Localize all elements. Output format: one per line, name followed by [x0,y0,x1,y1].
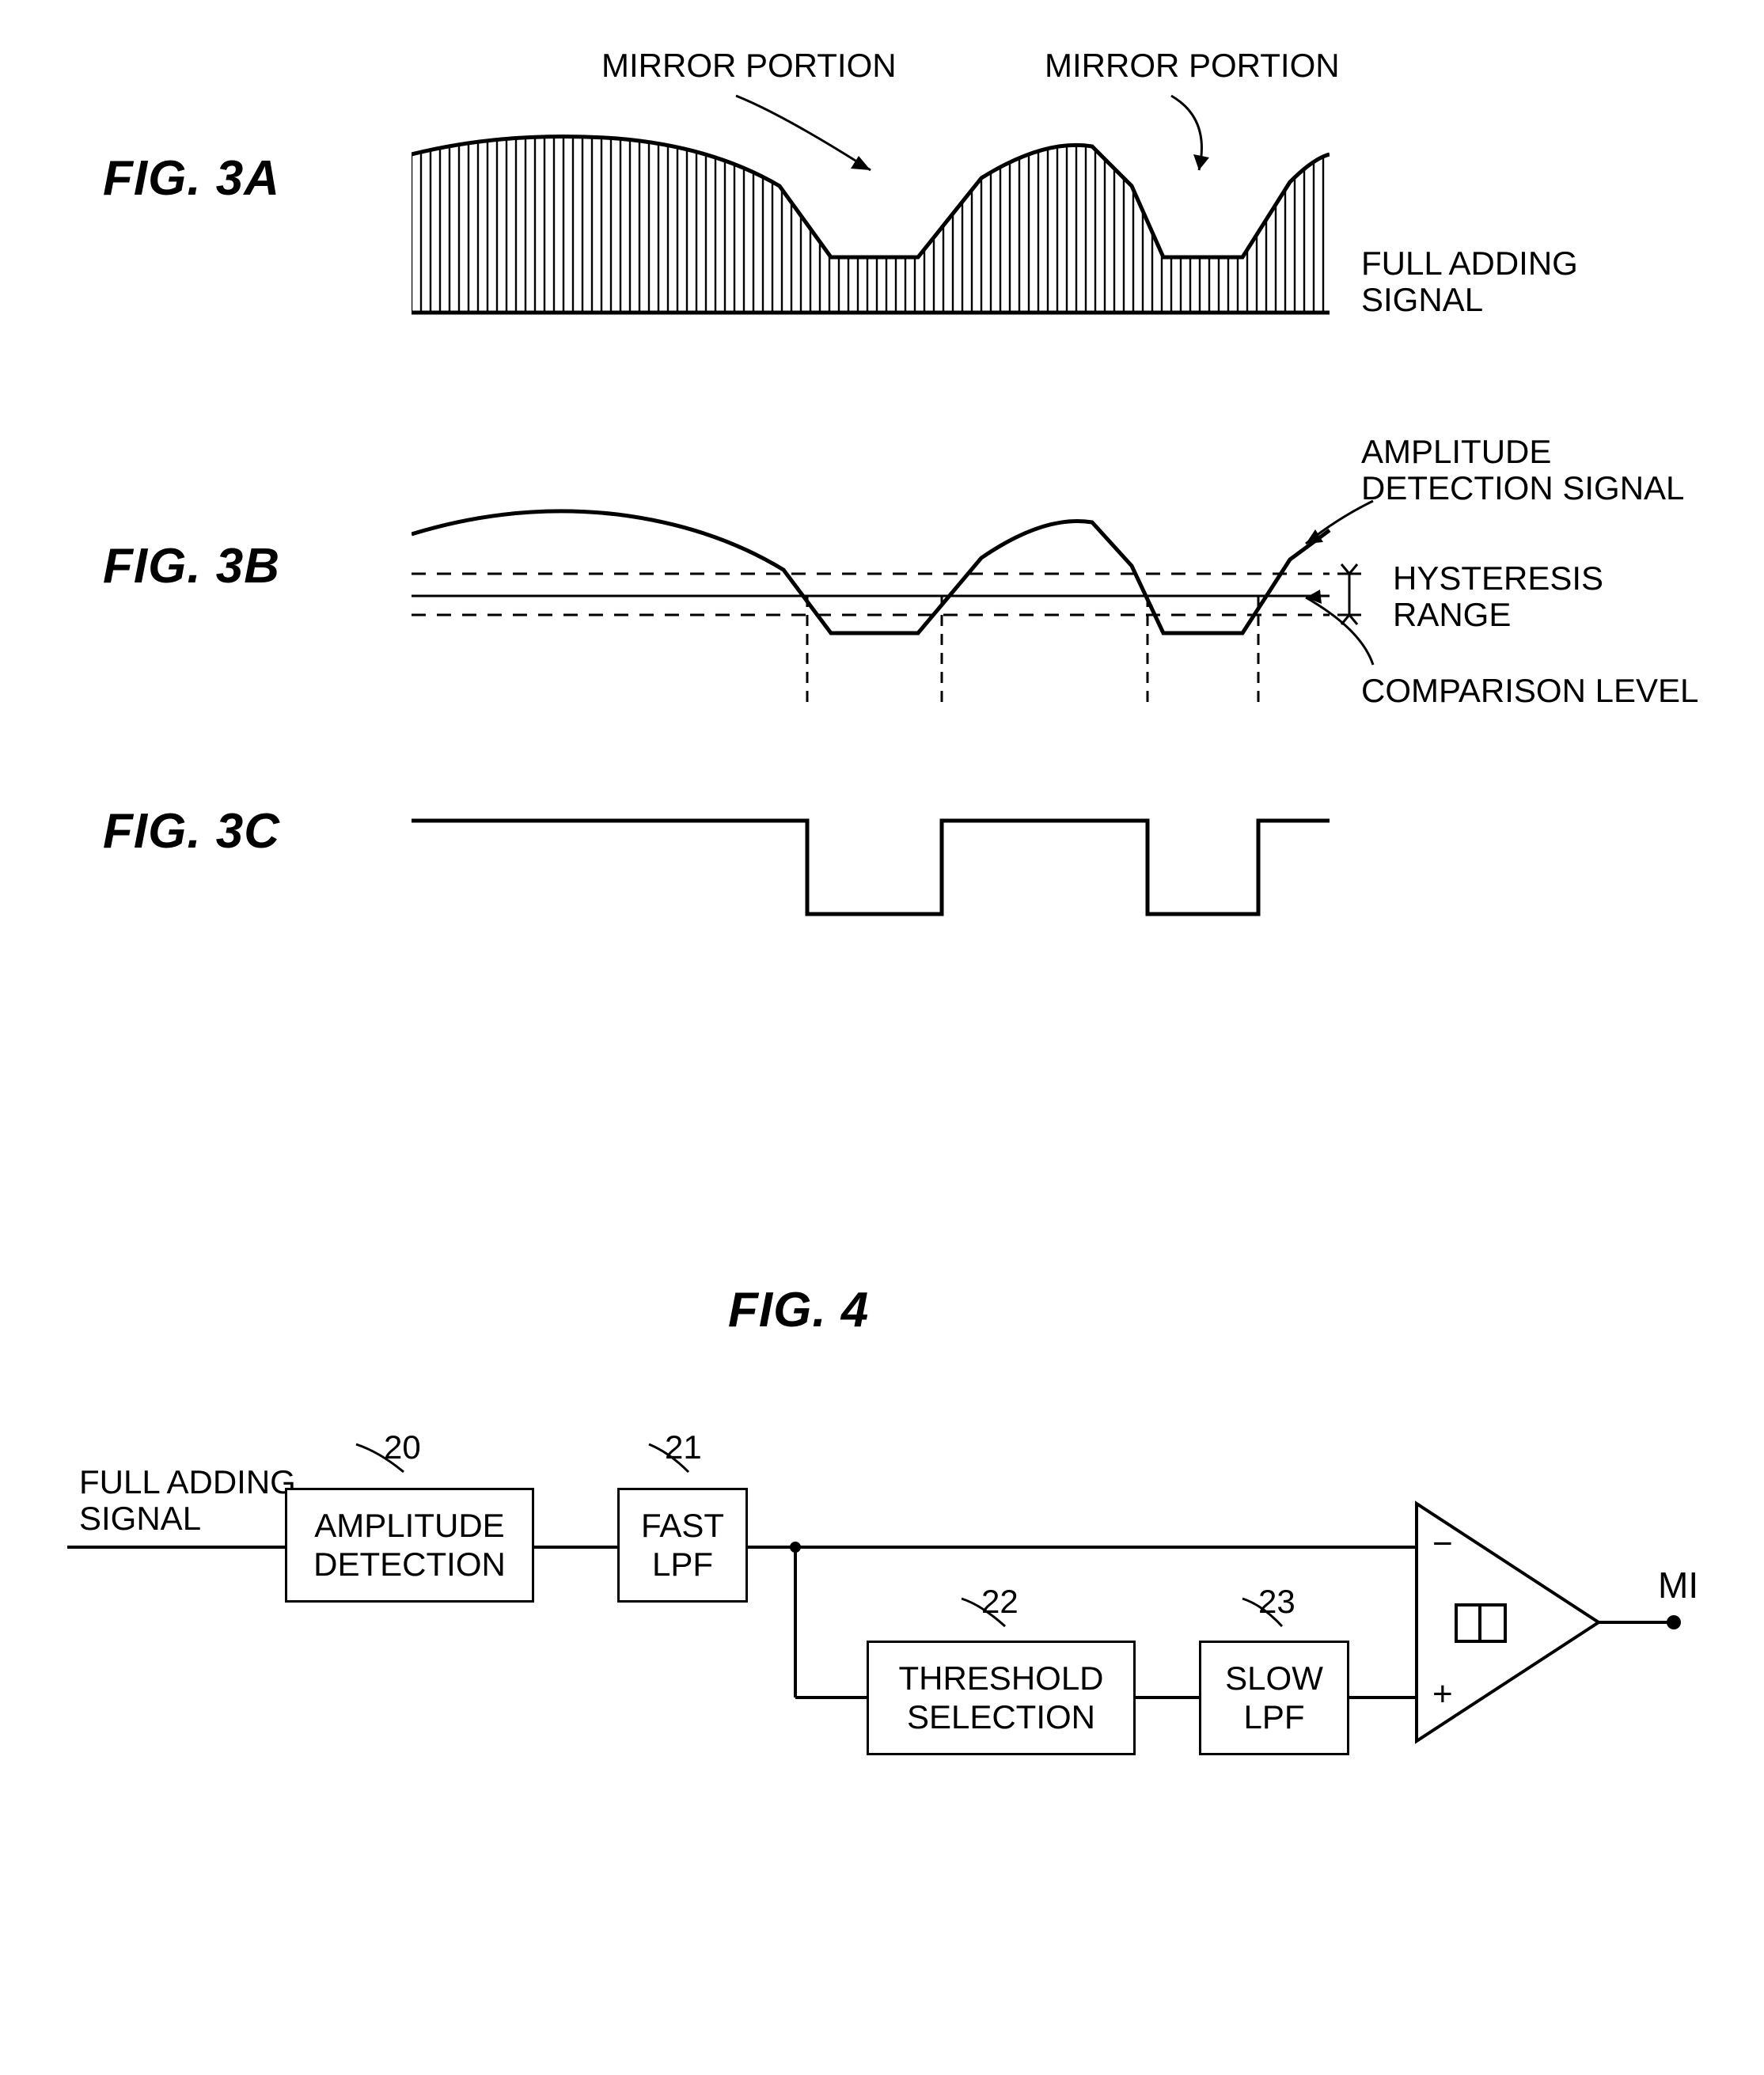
fig3b-waveform [412,471,1401,708]
fig3a-label: FIG. 3A [103,150,280,207]
fig4-wiring: − + [32,1409,1732,1820]
comparison-level-label: COMPARISON LEVEL [1361,673,1698,709]
output-mi-label: MI [1658,1565,1698,1606]
fig3c-label: FIG. 3C [103,803,280,859]
full-adding-signal-label-3a: FULL ADDING SIGNAL [1361,245,1578,318]
fast-lpf-text: FAST LPF [641,1507,724,1584]
block-22-number: 22 [981,1583,1019,1621]
slow-lpf-block: SLOW LPF [1199,1641,1349,1755]
mirror-portion-2-label: MIRROR PORTION [1045,47,1340,84]
hysteresis-range-label: HYSTERESIS RANGE [1393,560,1603,633]
mirror-portion-1-label: MIRROR PORTION [601,47,897,84]
fig4-title: FIG. 4 [728,1282,869,1338]
amplitude-detection-signal-label: AMPLITUDE DETECTION SIGNAL [1361,434,1684,506]
fig3a-waveform [412,91,1330,321]
svg-text:+: + [1432,1675,1453,1713]
fast-lpf-block: FAST LPF [617,1488,748,1603]
threshold-selection-text: THRESHOLD SELECTION [898,1660,1103,1736]
fig3c-waveform [412,803,1330,938]
fig4-group: FIG. 4 FULL ADDING SIGNAL [32,1282,1732,1836]
threshold-selection-block: THRESHOLD SELECTION [867,1641,1136,1755]
slow-lpf-text: SLOW LPF [1225,1660,1323,1736]
fig3-group: MIRROR PORTION MIRROR PORTION FIG. 3A [32,47,1732,1076]
block-23-number: 23 [1258,1583,1295,1621]
fig3b-label: FIG. 3B [103,538,280,594]
amplitude-detection-text: AMPLITUDE DETECTION [313,1507,506,1584]
amplitude-detection-block: AMPLITUDE DETECTION [285,1488,534,1603]
block-21-number: 21 [665,1428,702,1466]
block-20-number: 20 [384,1428,421,1466]
svg-text:−: − [1432,1524,1453,1563]
